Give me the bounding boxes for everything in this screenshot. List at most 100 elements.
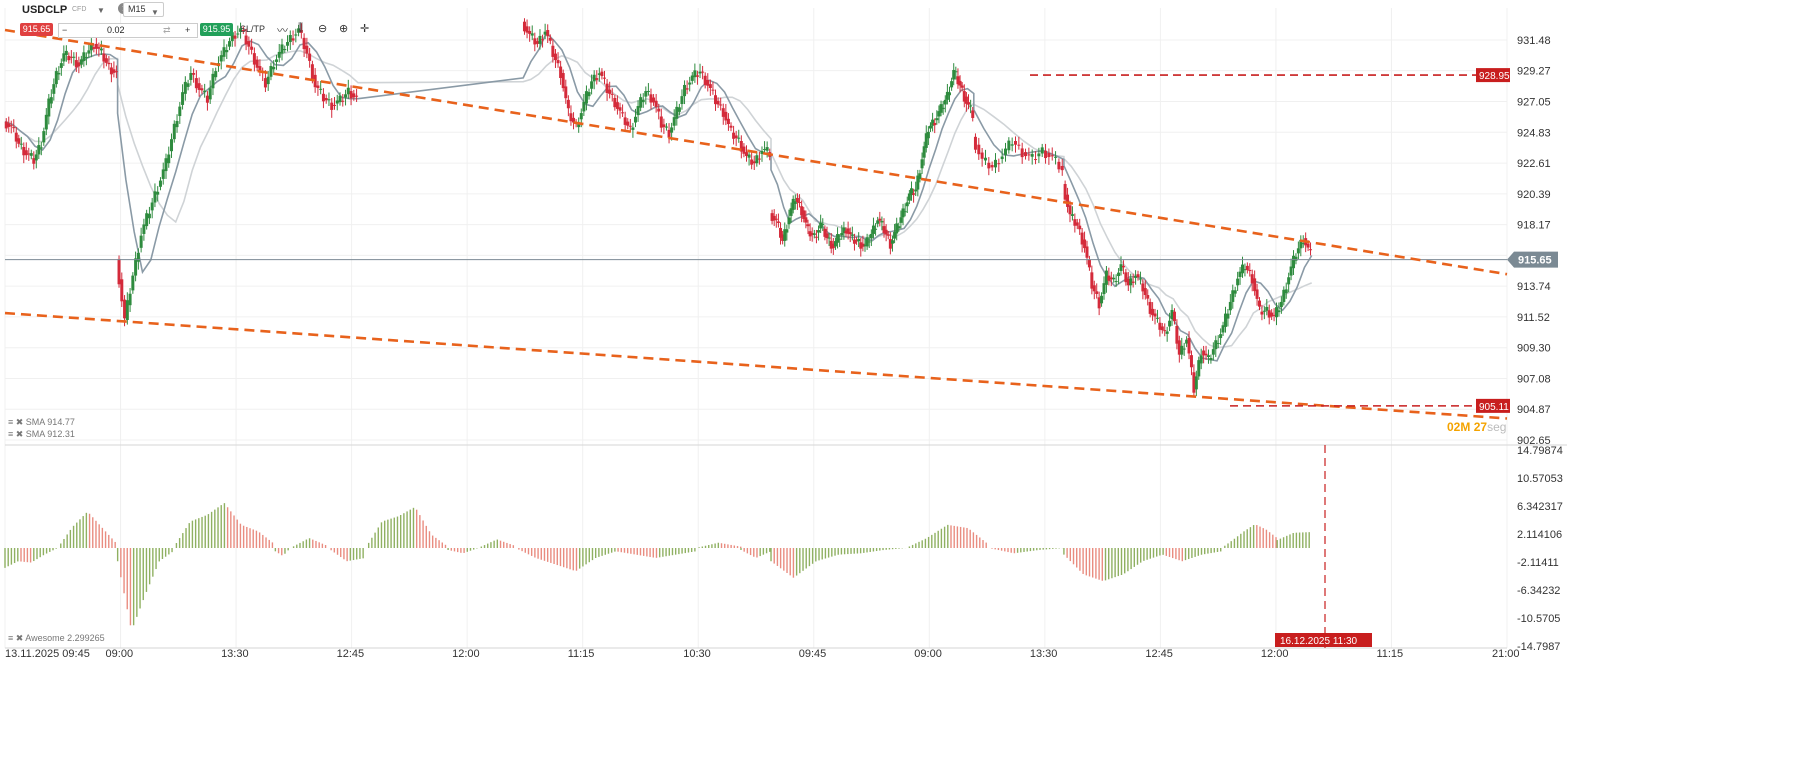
sma-legend-1[interactable]: ≡ ✖ SMA 914.77: [8, 417, 75, 427]
candle-body: [644, 91, 648, 97]
candle-body: [205, 95, 209, 103]
sma-legend-2[interactable]: ≡ ✖ SMA 912.31: [8, 429, 75, 439]
candle-body: [1034, 159, 1038, 161]
candle-body: [947, 92, 951, 96]
candle-body: [59, 63, 63, 68]
candle-body: [595, 78, 599, 80]
candle-body: [914, 189, 918, 192]
candle-body: [1301, 243, 1305, 245]
candle-body: [57, 72, 61, 75]
candle-body: [1168, 320, 1172, 327]
candle-body: [865, 237, 869, 247]
candle-body: [183, 81, 187, 94]
candle-body: [181, 92, 185, 105]
quantity-input[interactable]: 0.02: [107, 25, 125, 35]
candle-body: [724, 111, 728, 121]
candle-body: [62, 53, 66, 62]
candle-body: [1136, 274, 1140, 278]
candle-body: [895, 223, 899, 234]
y-tick-label: 902.65: [1517, 435, 1551, 447]
candle-body: [772, 215, 776, 221]
zoom-in-icon[interactable]: ⊕: [339, 23, 349, 35]
candle-body: [1189, 355, 1193, 368]
candle-countdown: 02M 27seg: [1447, 420, 1506, 434]
candle-body: [664, 126, 668, 128]
candle-body: [967, 102, 971, 105]
candle-body: [1172, 311, 1176, 322]
candle-body: [272, 66, 276, 70]
candle-body: [657, 108, 661, 112]
timeframe-select[interactable]: M15 ▼: [123, 2, 164, 17]
increase-button[interactable]: +: [185, 25, 191, 35]
candle-body: [1100, 295, 1104, 304]
candle-body: [7, 123, 11, 127]
countdown-sec-unit: seg: [1487, 420, 1507, 434]
candle-body: [899, 217, 903, 223]
candle-body: [935, 118, 939, 121]
candle-body: [943, 99, 947, 105]
candle-body: [1068, 205, 1072, 215]
candle-body: [104, 58, 108, 63]
candle-body: [107, 62, 111, 65]
candle-body: [277, 51, 281, 58]
candle-body: [623, 117, 627, 125]
candle-body: [1255, 289, 1259, 299]
swap-icon[interactable]: ⇄: [163, 25, 171, 35]
candle-body: [584, 91, 588, 104]
candle-body: [922, 146, 926, 158]
quantity-stepper[interactable]: − 0.02 ⇄ +: [58, 23, 198, 38]
x-tick-label: 09:00: [914, 648, 942, 660]
candle-body: [952, 69, 956, 80]
y-tick-label: 913.74: [1517, 281, 1551, 293]
candles-icon[interactable]: ⫼: [298, 22, 304, 34]
candle-body: [732, 132, 736, 139]
candle-body: [222, 47, 226, 57]
symbol-chevron-down-icon[interactable]: ▼: [97, 6, 105, 15]
candle-body: [670, 127, 674, 133]
candle-body: [1219, 334, 1223, 339]
candle-body: [752, 161, 756, 164]
candle-body: [791, 198, 795, 210]
candle-body: [737, 137, 741, 139]
candle-body: [592, 74, 596, 82]
candle-body: [1194, 376, 1198, 390]
candle-body: [1240, 264, 1244, 274]
candle-body: [338, 95, 342, 103]
candle-body: [1180, 345, 1184, 355]
candle-body: [641, 99, 645, 103]
candle-body: [582, 101, 586, 112]
candle-body: [1151, 308, 1155, 316]
candle-body: [1153, 313, 1157, 317]
decrease-button[interactable]: −: [62, 25, 68, 35]
zoom-out-icon[interactable]: ⊖: [318, 23, 328, 35]
candle-body: [969, 105, 973, 107]
candle-body: [1211, 349, 1215, 355]
sell-button[interactable]: 915.65: [20, 23, 53, 36]
candle-body: [117, 258, 121, 285]
y-tick-label: 911.52: [1517, 312, 1550, 324]
candle-body: [94, 43, 98, 49]
candle-body: [252, 53, 256, 65]
candle-body: [197, 83, 201, 90]
candle-body: [1114, 281, 1118, 283]
candle-body: [225, 49, 229, 53]
candle-body: [170, 139, 174, 152]
awesome-legend[interactable]: ≡ ✖ Awesome 2.299265: [8, 633, 105, 643]
candle-body: [654, 100, 658, 107]
symbol-name[interactable]: USDCLP: [22, 4, 68, 16]
candle-body: [844, 230, 848, 234]
crosshair-icon[interactable]: ✛: [360, 23, 370, 35]
candle-body: [200, 88, 204, 91]
candle-body: [1085, 246, 1089, 258]
sltp-button[interactable]: SL/TP: [240, 24, 266, 34]
candle-body: [897, 226, 901, 229]
candle-body: [125, 300, 129, 320]
candle-body: [150, 202, 154, 211]
candle-body: [711, 89, 715, 91]
candle-body: [971, 110, 975, 118]
line-chart-icon[interactable]: 〰: [277, 25, 288, 37]
candle-body: [1299, 239, 1303, 249]
buy-button[interactable]: 915.95: [200, 23, 233, 36]
candle-body: [211, 73, 215, 89]
